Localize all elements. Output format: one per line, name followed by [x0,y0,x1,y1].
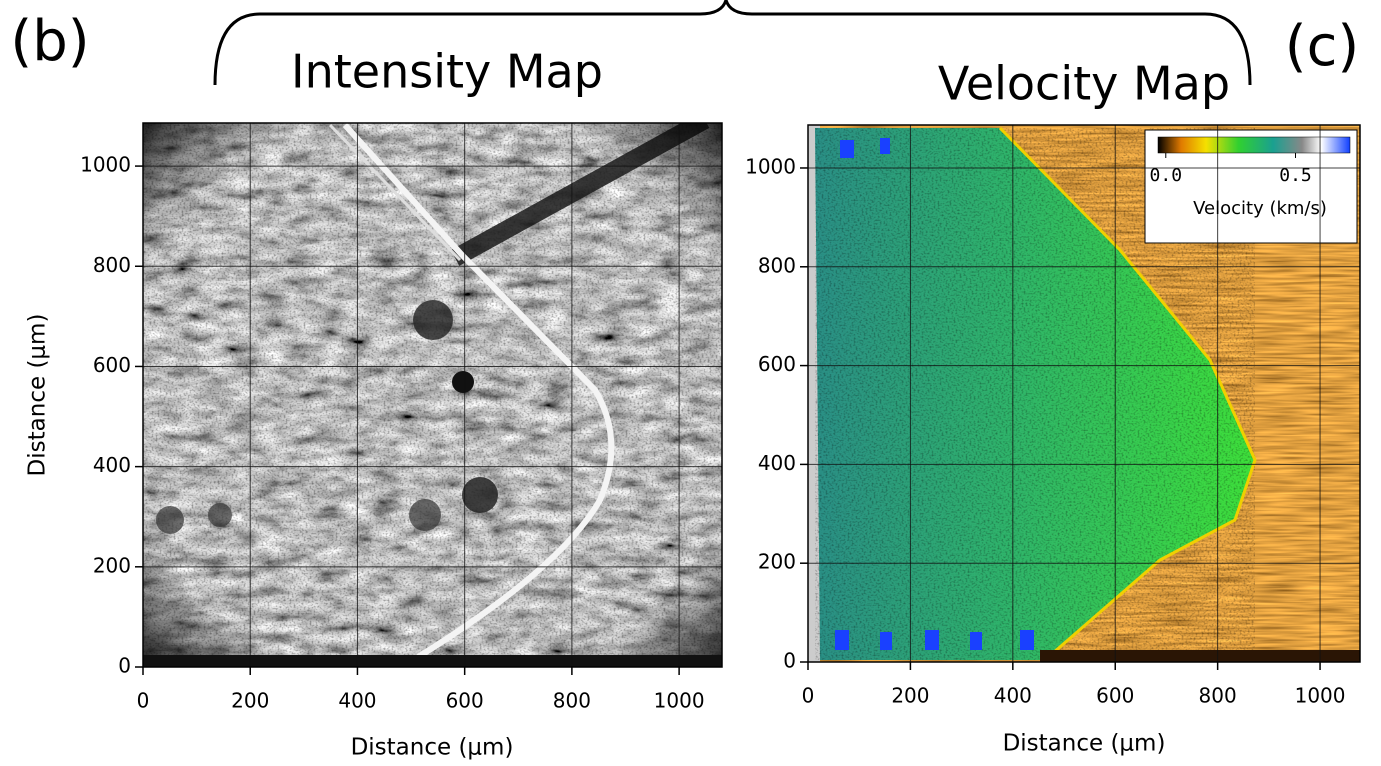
figure: (b) Intensity Map 0 200 400 600 800 1000 0 200 400… [0,0,1381,766]
panel-label: (c) [1285,14,1359,79]
x-axis-label: Distance (μm) [351,735,514,761]
x-tick-label: 200 [891,684,929,708]
x-tick-label: 400 [994,684,1032,708]
panel-title: Intensity Map [291,45,603,99]
y-axis-label: Distance (μm) [25,314,51,477]
y-tick-label: 1000 [745,154,796,178]
y-tick-label: 800 [758,253,796,277]
colorbar-tick-label: 0.5 [1279,165,1312,186]
y-tick-label: 800 [93,253,131,277]
y-tick-label: 200 [758,550,796,574]
x-tick-label: 200 [231,689,269,713]
y-tick-label: 0 [783,649,796,673]
x-tick-label: 800 [1199,684,1237,708]
x-axis-label: Distance (μm) [1003,731,1166,757]
x-tick-label: 600 [1096,684,1134,708]
x-tick-label: 600 [446,689,484,713]
x-tick-label: 0 [802,684,815,708]
intensity-image [143,120,722,667]
x-tick-label: 0 [137,689,150,713]
y-tick-label: 600 [93,353,131,377]
panel-title: Velocity Map [938,57,1230,111]
y-tick-label: 400 [93,453,131,477]
y-tick-label: 200 [93,553,131,577]
y-tick-label: 600 [758,352,796,376]
y-tick-label: 400 [758,451,796,475]
x-tick-label: 400 [338,689,376,713]
panel-label: (b) [10,9,89,74]
colorbar-label: Velocity (km/s) [1193,198,1327,219]
colorbar-tick-label: 0.0 [1150,165,1183,186]
x-tick-label: 800 [553,689,591,713]
x-tick-label: 1000 [654,689,705,713]
y-tick-label: 0 [118,654,131,678]
colorbar [1158,137,1350,153]
x-tick-label: 1000 [1295,684,1346,708]
y-tick-label: 1000 [80,153,131,177]
